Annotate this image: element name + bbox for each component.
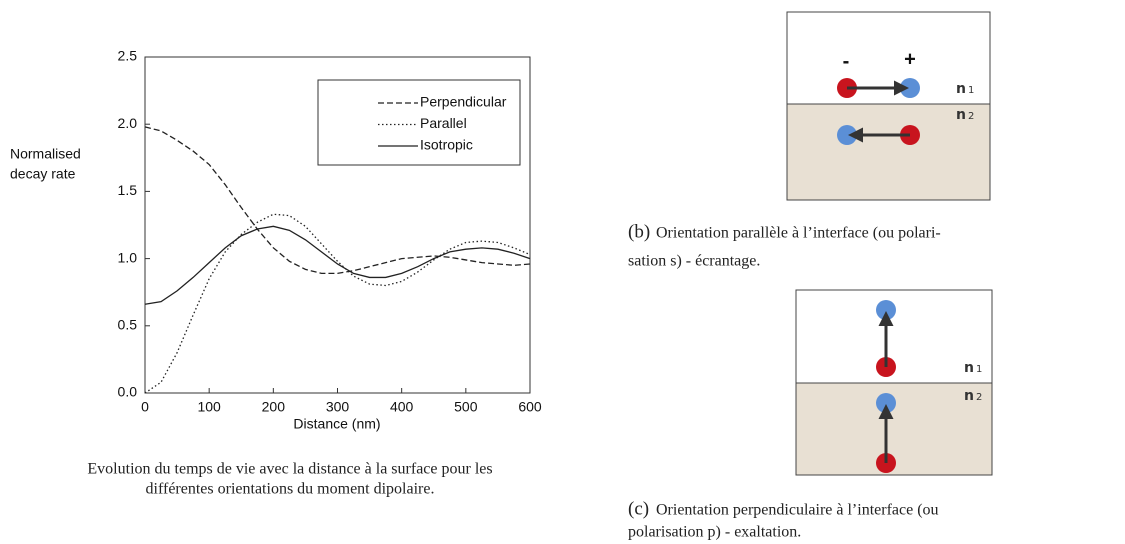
legend [317,79,521,166]
y-tick-label: 2.5 [118,48,138,64]
y-tick-label: 2.0 [118,115,138,131]
lower-medium [787,104,990,200]
caption: Orientation parallèle à l’interface (ou … [656,225,941,242]
caption: sation s) - écrantage. [628,253,760,270]
x-tick-label: 300 [326,399,350,415]
x-tick-label: 500 [454,399,478,415]
medium-label: n [964,360,974,376]
chart: Normalised decay rate Distance (nm) Evol… [10,48,542,498]
x-tick-label: 0 [141,399,149,415]
diagram-b: - + n 1 n 2 (b) Orientation parallèle à … [628,11,991,270]
x-tick-label: 400 [390,399,414,415]
caption: différentes orientations du moment dipol… [146,481,435,498]
legend-label: Isotropic [420,137,473,153]
y-tick-label: 1.5 [118,182,138,198]
caption: Evolution du temps de vie avec la distan… [87,461,492,478]
medium-label: n [956,107,966,123]
legend-label: Perpendicular [420,94,507,110]
charge: + [904,48,916,70]
charge: - [843,50,850,72]
figure-label: (b) [628,221,650,242]
x-tick-label: 600 [518,399,542,415]
line [144,213,531,394]
medium-index: 2 [968,111,974,122]
medium-index: 2 [976,392,982,403]
y-axis-label: decay rate [10,166,76,182]
legend-label: Parallel [420,115,467,131]
diagram-c: n 1 n 2 (c) Orientation perpendiculaire … [628,289,993,541]
x-tick-label: 100 [197,399,221,415]
frame [786,11,991,201]
caption: Orientation perpendiculaire à l’interfac… [656,502,939,519]
medium-label: n [956,81,966,97]
medium-index: 1 [968,85,974,96]
y-tick-label: 0.0 [118,384,138,400]
line [144,225,531,305]
y-axis-label: Normalised [10,146,81,162]
y-tick-label: 0.5 [118,317,138,333]
medium-label: n [964,388,974,404]
medium-index: 1 [976,364,982,375]
x-tick-label: 200 [262,399,286,415]
y-tick-label: 1.0 [118,249,138,265]
figure-label: (c) [628,498,649,519]
line [144,126,531,275]
x-axis-label: Distance (nm) [293,416,380,432]
caption: polarisation p) - exaltation. [628,524,801,541]
